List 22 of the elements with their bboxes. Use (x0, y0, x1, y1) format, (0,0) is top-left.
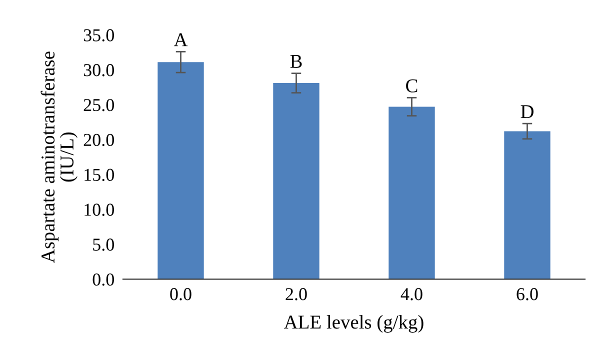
x-tick-label: 0.0 (170, 288, 192, 300)
y-axis-title: Aspartate aminotransferase (IU/L) (40, 52, 78, 263)
y-tick-label: 30.0 (84, 64, 114, 76)
bar (273, 83, 320, 280)
y-tick-label: 25.0 (84, 98, 114, 112)
bar (504, 131, 550, 280)
y-tick-label: 20.0 (84, 134, 114, 146)
y-tick-label: 10.0 (84, 204, 114, 216)
y-tick-label: 35.0 (84, 29, 114, 42)
annotation: B (290, 55, 302, 68)
y-tick-label: 15.0 (84, 168, 114, 182)
annotation: A (174, 33, 188, 46)
x-tick-label: 2.0 (286, 288, 307, 300)
x-axis-title: ALE levels (g/kg) (284, 315, 424, 333)
annotation: D (520, 105, 534, 118)
x-tick-label: 6.0 (516, 288, 538, 300)
y-tick-label: 5.0 (93, 238, 114, 251)
bar (158, 62, 204, 280)
y-tick-label: 0.0 (92, 273, 114, 286)
x-tick-label: 4.0 (400, 288, 422, 300)
annotation: C (406, 79, 418, 92)
bar (388, 106, 435, 280)
